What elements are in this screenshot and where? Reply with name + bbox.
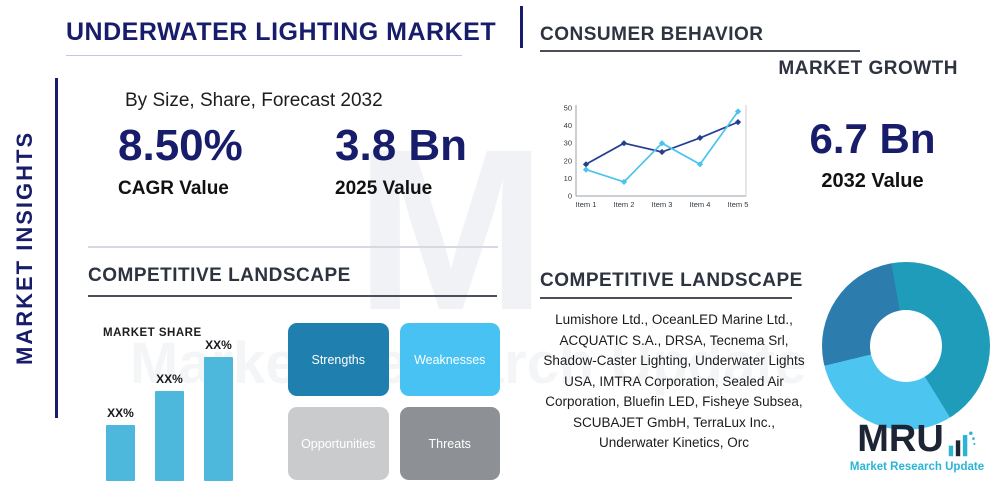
svg-text:10: 10: [564, 174, 572, 183]
svg-text:Item 5: Item 5: [728, 200, 749, 209]
value-2032-stat: 6.7 Bn 2032 Value: [800, 115, 945, 193]
market-growth-chart: 0 10 20 30 40 50 Item 1 Item 2 Item 3 Item 4 Item …: [550, 100, 755, 218]
heading-consumer-behavior: CONSUMER BEHAVIOR: [540, 24, 764, 45]
side-divider-line: [55, 78, 58, 418]
cagr-stat: 8.50% CAGR Value: [118, 121, 243, 200]
market-share-bar-label: XX%: [107, 406, 134, 420]
cagr-value: 8.50%: [118, 121, 243, 170]
page-title: UNDERWATER LIGHTING MARKET: [66, 18, 497, 46]
market-share-bar-label: XX%: [205, 338, 232, 352]
market-share-bar: XX%: [155, 372, 184, 481]
svg-text:30: 30: [564, 139, 572, 148]
market-share-title: MARKET SHARE: [103, 327, 202, 339]
value-2025: 3.8 Bn: [335, 121, 468, 170]
value-2025-stat: 3.8 Bn 2025 Value: [335, 121, 468, 200]
donut-hole: [870, 310, 942, 382]
market-share-chart: XX% XX% XX%: [106, 338, 276, 481]
left-section-divider: [88, 246, 498, 248]
heading-market-growth: MARKET GROWTH: [778, 58, 958, 79]
competitive-landscape-right-underline: [540, 297, 792, 299]
company-list: Lumishore Ltd., OceanLED Marine Ltd., AC…: [543, 312, 805, 451]
svg-text:Item 3: Item 3: [652, 200, 673, 209]
swot-opportunities-box: Opportunities: [288, 407, 389, 480]
watermark-letter: M: [355, 101, 547, 358]
side-label-market-insights: MARKET INSIGHTS: [12, 130, 37, 366]
svg-text:20: 20: [564, 156, 572, 165]
title-underline: [66, 55, 462, 56]
mru-logo-row: MRU: [842, 420, 992, 458]
value-2032: 6.7 Bn: [809, 115, 936, 162]
market-share-bar: XX%: [106, 406, 135, 481]
mru-logo-tagline: Market Research Update: [849, 461, 985, 473]
svg-text:50: 50: [564, 104, 572, 113]
svg-text:Item 1: Item 1: [576, 200, 597, 209]
heading-competitive-landscape-right: COMPETITIVE LANDSCAPE: [540, 270, 803, 291]
svg-text:40: 40: [564, 121, 572, 130]
competitive-landscape-left-underline: [88, 295, 497, 297]
market-share-bar: XX%: [204, 338, 233, 481]
company-share-donut: [822, 262, 990, 430]
svg-text:0: 0: [568, 192, 572, 201]
swot-weaknesses-box: Weaknesses: [399, 323, 500, 396]
value-2025-label: 2025 Value: [335, 178, 433, 200]
mru-logo-text: MRU: [857, 418, 944, 460]
bar-chart-arrow-icon: [948, 431, 976, 457]
swot-strengths-box: Strengths: [288, 323, 389, 396]
cagr-label: CAGR Value: [118, 178, 229, 200]
value-2032-label: 2032 Value: [821, 170, 924, 193]
heading-competitive-landscape-left: COMPETITIVE LANDSCAPE: [88, 265, 351, 286]
page-subtitle: By Size, Share, Forecast 2032: [125, 90, 383, 111]
market-share-bar-label: XX%: [156, 372, 183, 386]
svg-text:Item 2: Item 2: [614, 200, 635, 209]
consumer-behavior-underline: [540, 50, 860, 52]
swot-threats-box: Threats: [399, 407, 500, 480]
mru-logo: MRU Market Research Update: [842, 420, 992, 473]
svg-text:Item 4: Item 4: [690, 200, 711, 209]
swot-grid: Strengths Weaknesses Opportunities Threa…: [288, 323, 500, 480]
header-vertical-divider: [520, 6, 523, 48]
